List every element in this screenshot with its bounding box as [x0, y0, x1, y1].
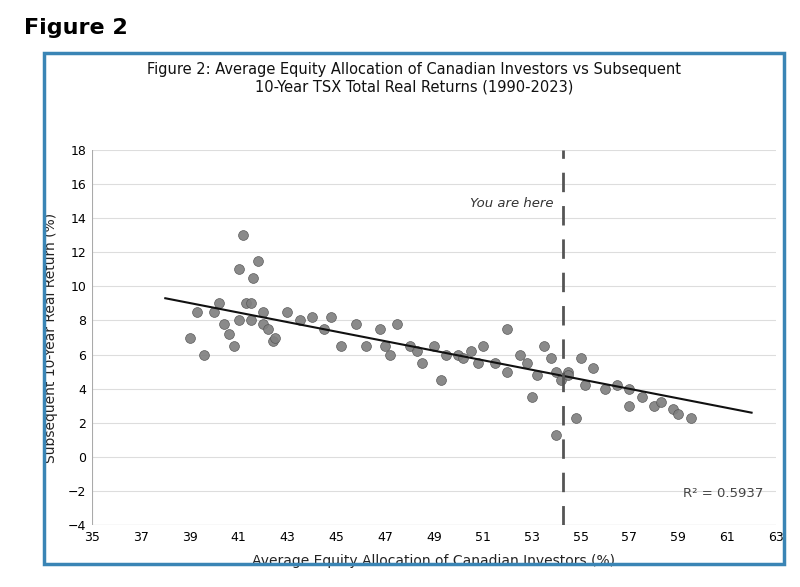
- Y-axis label: Subsequent 10-Year Real Return (%): Subsequent 10-Year Real Return (%): [44, 212, 58, 463]
- Point: [526, 393, 538, 402]
- Point: [244, 316, 257, 325]
- Point: [239, 299, 252, 308]
- Point: [570, 413, 582, 423]
- Point: [232, 265, 245, 274]
- Point: [530, 370, 543, 380]
- Text: You are here: You are here: [470, 197, 554, 211]
- Point: [550, 367, 562, 376]
- Point: [667, 404, 680, 414]
- Point: [306, 312, 318, 322]
- Point: [562, 370, 574, 380]
- Point: [579, 380, 592, 390]
- Point: [440, 350, 453, 359]
- Point: [501, 324, 514, 333]
- Point: [244, 299, 257, 308]
- Point: [501, 367, 514, 376]
- Point: [266, 336, 279, 346]
- Point: [374, 324, 386, 333]
- Point: [477, 342, 490, 351]
- Point: [252, 256, 265, 265]
- Point: [218, 319, 230, 329]
- Point: [611, 380, 624, 390]
- Point: [672, 410, 685, 419]
- Point: [334, 342, 347, 351]
- Point: [647, 401, 660, 410]
- Point: [586, 363, 599, 373]
- Point: [464, 346, 477, 356]
- Point: [257, 307, 270, 316]
- Point: [684, 413, 697, 423]
- Point: [384, 350, 397, 359]
- Point: [623, 401, 636, 410]
- Point: [598, 384, 611, 393]
- Point: [325, 312, 338, 322]
- Point: [521, 359, 534, 368]
- Point: [318, 324, 330, 333]
- Point: [513, 350, 526, 359]
- Point: [391, 319, 404, 329]
- Point: [213, 299, 226, 308]
- Point: [227, 342, 240, 351]
- Point: [237, 230, 250, 239]
- Point: [198, 350, 210, 359]
- Point: [247, 273, 260, 282]
- X-axis label: Average Equity Allocation of Canadian Investors (%): Average Equity Allocation of Canadian In…: [253, 554, 615, 568]
- Text: R² = 0.5937: R² = 0.5937: [683, 487, 764, 500]
- Point: [378, 342, 391, 351]
- Point: [554, 376, 567, 385]
- Point: [457, 353, 470, 363]
- Point: [262, 324, 274, 333]
- Point: [635, 393, 648, 402]
- Point: [452, 350, 465, 359]
- Point: [435, 376, 448, 385]
- Point: [294, 316, 306, 325]
- Point: [471, 359, 484, 368]
- Point: [538, 342, 550, 351]
- Point: [550, 430, 562, 440]
- Point: [545, 353, 558, 363]
- Point: [562, 367, 574, 376]
- Point: [222, 329, 235, 339]
- Point: [269, 333, 282, 342]
- Point: [232, 316, 245, 325]
- Point: [359, 342, 372, 351]
- Point: [489, 359, 502, 368]
- Text: Figure 2: Figure 2: [24, 18, 128, 38]
- Point: [654, 398, 667, 407]
- Point: [403, 342, 416, 351]
- Point: [574, 353, 587, 363]
- Text: Figure 2: Average Equity Allocation of Canadian Investors vs Subsequent
10-Year : Figure 2: Average Equity Allocation of C…: [147, 62, 682, 94]
- Point: [257, 319, 270, 329]
- Point: [281, 307, 294, 316]
- Point: [190, 307, 203, 316]
- Point: [415, 359, 428, 368]
- Point: [183, 333, 196, 342]
- Point: [208, 307, 221, 316]
- Point: [623, 384, 636, 393]
- Point: [427, 342, 440, 351]
- Point: [350, 319, 362, 329]
- Point: [410, 346, 423, 356]
